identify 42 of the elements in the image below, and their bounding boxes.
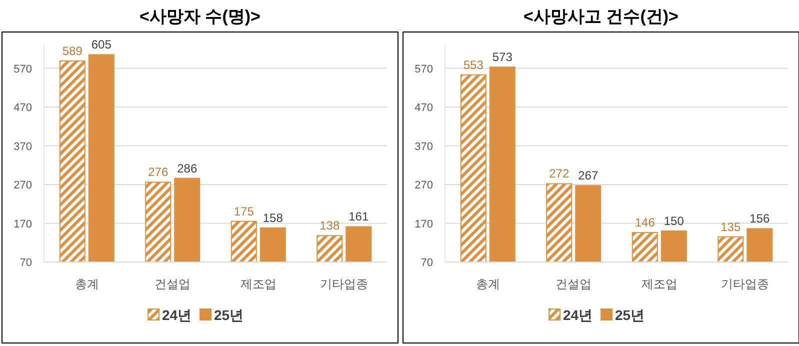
- data-label: 267: [578, 168, 598, 183]
- x-tick-label: 제조업: [240, 277, 276, 291]
- data-label: 150: [664, 214, 684, 228]
- legend-label: 25년: [214, 307, 244, 323]
- y-tick-label: 70: [20, 257, 32, 269]
- x-tick-label: 기타업종: [320, 277, 368, 291]
- data-label: 135: [720, 220, 741, 234]
- data-label: 573: [492, 50, 513, 64]
- chart-title: <사망자 수(명)>: [140, 7, 261, 26]
- x-tick-label: 제조업: [641, 277, 678, 291]
- data-label: 272: [549, 166, 570, 181]
- x-tick-label: 기타업종: [721, 277, 770, 291]
- data-label: 138: [320, 218, 340, 233]
- data-label: 276: [148, 165, 168, 180]
- y-tick-label: 170: [14, 218, 32, 230]
- y-tick-label: 370: [14, 140, 32, 153]
- data-label: 589: [62, 44, 83, 58]
- y-tick-label: 70: [420, 257, 433, 269]
- legend-label: 24년: [162, 307, 192, 323]
- y-tick-label: 370: [414, 140, 433, 153]
- y-tick-label: 570: [14, 63, 32, 76]
- data-label: 175: [234, 204, 254, 218]
- data-label: 158: [262, 210, 284, 225]
- y-tick-label: 470: [414, 102, 433, 114]
- y-tick-label: 570: [414, 63, 433, 76]
- chart-title: <사망사고 건수(건)>: [524, 7, 679, 26]
- data-label: 286: [177, 161, 198, 176]
- data-label: 605: [91, 38, 112, 52]
- y-tick-label: 270: [14, 180, 32, 192]
- data-label: 146: [634, 216, 656, 230]
- x-tick-label: 총계: [74, 277, 99, 291]
- data-label: 553: [463, 58, 484, 72]
- data-label: 156: [750, 212, 770, 226]
- legend-label: 25년: [615, 307, 645, 323]
- x-tick-label: 건설업: [556, 277, 592, 291]
- y-tick-label: 470: [14, 102, 32, 114]
- x-tick-label: 총계: [476, 277, 500, 291]
- data-label: 161: [348, 210, 369, 224]
- x-tick-label: 건설업: [154, 277, 191, 291]
- y-tick-label: 170: [414, 218, 433, 230]
- legend-label: 24년: [563, 307, 593, 323]
- y-tick-label: 270: [414, 180, 433, 192]
